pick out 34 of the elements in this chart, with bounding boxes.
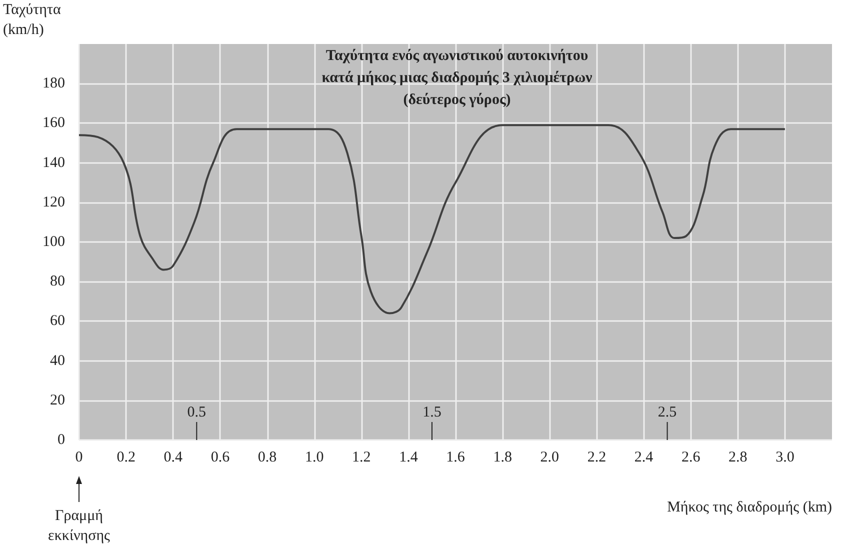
ref-line-label: 2.5 — [658, 404, 677, 420]
x-tick-label: 1.0 — [304, 450, 324, 466]
x-tick-label: 1.8 — [493, 450, 512, 466]
y-tick-label: 0 — [58, 432, 65, 448]
x-tick-label: 3.0 — [776, 450, 794, 466]
text: Γραμμή εκκίνησης — [48, 508, 110, 544]
x-tick-label: 1.2 — [352, 450, 371, 466]
y-tick-label: 140 — [42, 154, 65, 171]
ref-line-label: 0.5 — [187, 404, 206, 420]
x-tick-label: 2.6 — [681, 450, 701, 466]
y-tick-label: 180 — [42, 76, 65, 92]
ref-line-label: 1.5 — [422, 404, 442, 420]
x-tick-label: 2.8 — [728, 450, 748, 466]
x-tick-label: 0 — [75, 450, 83, 466]
x-tick-label: 0.2 — [116, 450, 136, 466]
y-tick-label: 80 — [50, 274, 65, 290]
x-tick-label: 2.2 — [587, 450, 606, 466]
y-tick-label: 120 — [42, 194, 65, 210]
x-tick-label: 1.4 — [399, 450, 418, 466]
x-tick-label: 0.8 — [258, 450, 277, 466]
x-tick-label: 2.4 — [634, 450, 654, 466]
y-tick-label: 60 — [50, 313, 65, 330]
y-tick-label: 20 — [50, 392, 65, 408]
x-tick-label: 0.6 — [210, 450, 230, 466]
x-tick-label: 1.6 — [446, 450, 466, 466]
x-tick-label: 0.4 — [164, 450, 183, 466]
x-axis-title: Μήκος της διαδρομής (km) — [667, 500, 832, 516]
x-tick-label: 2.0 — [540, 450, 559, 466]
y-tick-label: 100 — [42, 234, 65, 250]
y-tick-label: 40 — [50, 352, 65, 369]
text: Ταχύτητα ενός αγωνιστικού αυτοκινήτου κατά μήκος μιας διαδρομής 3 χιλιομέτρων (δεύτερος γύρος) — [322, 48, 593, 108]
line-series — [78, 124, 786, 314]
y-axis-title: Ταχύτητα (km/h) — [3, 2, 61, 38]
y-tick-label: 160 — [42, 115, 65, 132]
